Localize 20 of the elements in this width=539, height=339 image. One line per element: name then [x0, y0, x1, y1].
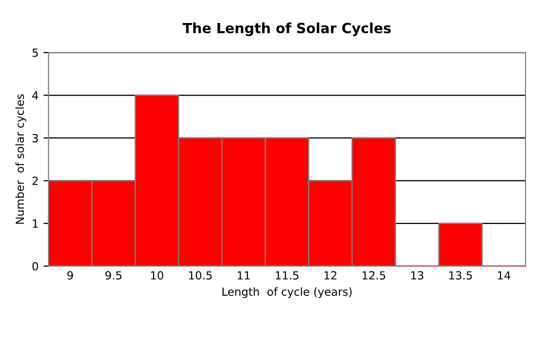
y-tick-label: 2 [32, 176, 38, 185]
x-tick-label: 9.5 [105, 271, 122, 280]
y-tick-label: 1 [32, 220, 38, 228]
x-tick-label: 13 [411, 271, 424, 280]
y-tick-label: 4 [32, 91, 38, 100]
x-tick-label: 13.5 [449, 271, 472, 280]
x-axis-title: Length of cycle (years) [222, 287, 352, 298]
x-tick-label: 11 [238, 271, 250, 280]
x-tick-label: 9 [67, 271, 73, 280]
y-tick-label: 5 [32, 48, 38, 57]
x-tick-label: 14 [498, 271, 510, 280]
chart-title: The Length of Solar Cycles [182, 22, 391, 36]
x-tick-label: 11.5 [276, 271, 298, 280]
x-tick-label: 10.5 [189, 271, 212, 280]
x-tick-label: 10 [151, 271, 164, 280]
y-tick-label: 0 [32, 262, 38, 270]
x-tick-label: 12.5 [362, 271, 386, 280]
x-tick-label: 12 [324, 271, 336, 280]
y-tick-label: 3 [32, 134, 38, 142]
y-axis-title: Number of solar cycles [15, 94, 26, 224]
